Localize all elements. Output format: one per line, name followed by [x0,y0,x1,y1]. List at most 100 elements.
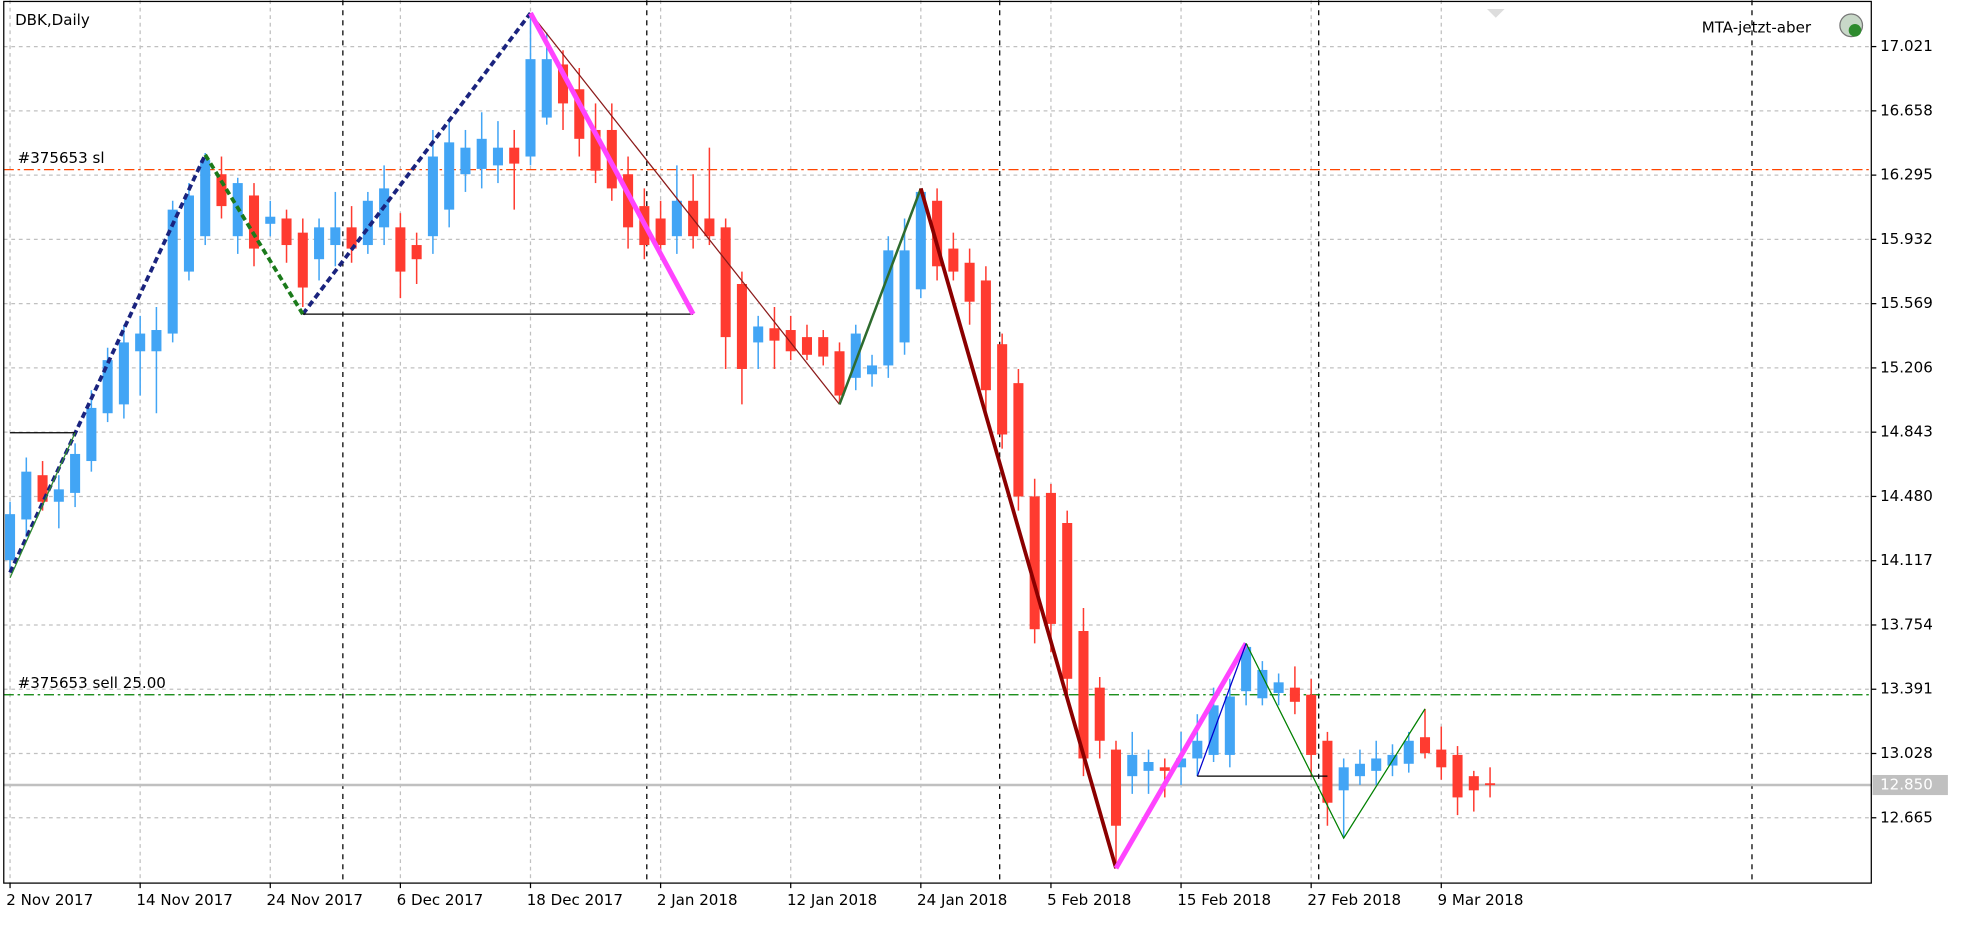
candle-body [1322,740,1333,803]
candle-body [590,129,601,171]
x-tick-label: 6 Dec 2017 [397,891,484,909]
zigzag-line [1196,643,1247,777]
zigzag-line [530,12,841,405]
y-tick-label: 12.665 [1880,808,1933,826]
y-tick-label: 14.480 [1880,487,1933,505]
candle-body [1159,767,1170,771]
candle-body [1273,682,1284,693]
icon [1848,24,1862,37]
candle-body [1436,749,1447,768]
x-tick-label: 27 Feb 2018 [1307,891,1401,909]
axes: 17.021 16.658 16.295 15.932 15.569 15.206 14.8… [6,37,1948,909]
candle-body [21,471,32,520]
candle-body [1241,646,1252,692]
zigzag-line [528,11,696,316]
scroll-marker [1486,8,1505,18]
candle-body [899,250,910,343]
x-tick-label: 15 Feb 2018 [1177,891,1271,909]
period-separators [342,0,1753,884]
candle-body [330,227,341,246]
candle-body [281,218,292,246]
candle-body [200,160,211,237]
zigzag-line [838,187,923,405]
y-tick-label: 15.569 [1880,294,1933,312]
y-tick-label: 14.843 [1880,423,1933,441]
candle-body [509,147,520,164]
price-label: 12.850 [1880,776,1933,794]
candle-body [411,245,422,260]
candle-body [70,453,81,493]
candle-body [883,250,894,366]
candle-body [915,191,926,290]
candle-body [86,407,97,462]
candle-body [557,64,569,104]
candle-body [1143,762,1154,771]
candle-body [395,227,406,272]
overlays [8,11,1426,870]
order-level-label: #375653 sell 25.00 [18,674,166,692]
candle-body [1224,696,1235,755]
zigzag-line [919,187,1118,869]
candle-body [216,174,227,207]
x-tick-label: 2 Jan 2018 [657,891,738,909]
x-tick-label: 18 Dec 2017 [527,891,623,909]
candle-body [997,344,1008,435]
candle-body [53,489,64,502]
candle-body [541,59,552,118]
candle-body [1110,749,1122,826]
candle-body [476,138,487,169]
y-tick-label: 17.021 [1880,37,1933,55]
x-tick-label: 2 Nov 2017 [6,891,93,909]
candle-body [37,475,48,502]
candle-body [769,328,780,341]
candle-body [297,232,308,288]
candle-body [785,330,796,352]
candle-body [850,333,861,378]
candle-body [1338,767,1349,791]
x-tick-label: 12 Jan 2018 [787,891,877,909]
candle-body [574,89,585,139]
x-tick-label: 9 Mar 2018 [1438,891,1524,909]
candle-body [492,147,503,166]
candle-body [1192,740,1203,759]
y-tick-label: 16.295 [1880,166,1933,184]
candle-body [1176,758,1187,768]
x-tick-label: 24 Jan 2018 [917,891,1007,909]
candle-body [1045,492,1056,624]
candle-body [1403,740,1414,764]
candle-body [801,337,813,355]
price-label-box [1872,774,1948,796]
candle-body [1062,522,1073,679]
candle-body [1029,496,1040,630]
candle-body [753,326,764,343]
candle-body [183,195,194,272]
candle-body [948,248,959,272]
candle-body [118,342,129,405]
candle-body [1289,687,1300,702]
levels: #375653 sl #375653 sell 25.00 [3,149,1872,787]
candle-body [525,59,536,157]
zigzag-line [9,432,76,579]
candle-body [248,195,260,249]
candle-body [1468,776,1479,791]
chart-title: DBK,Daily [15,11,90,29]
zigzag-line [8,153,207,574]
zigzag-line [301,11,532,316]
candle-body [834,351,845,396]
candle-body [167,209,178,334]
candle-body [1306,694,1317,755]
zigzag-line [203,153,305,316]
candle-body [623,174,634,228]
candle-body [1419,737,1431,754]
y-tick-label: 15.206 [1880,358,1933,376]
candle-body [964,262,975,302]
candle-body [1094,687,1105,741]
candles [5,13,1496,869]
candle-body [346,227,357,249]
candle-body [818,337,829,357]
candle-body [980,280,991,391]
candle-body [867,365,878,375]
x-tick-label: 5 Feb 2018 [1047,891,1131,909]
